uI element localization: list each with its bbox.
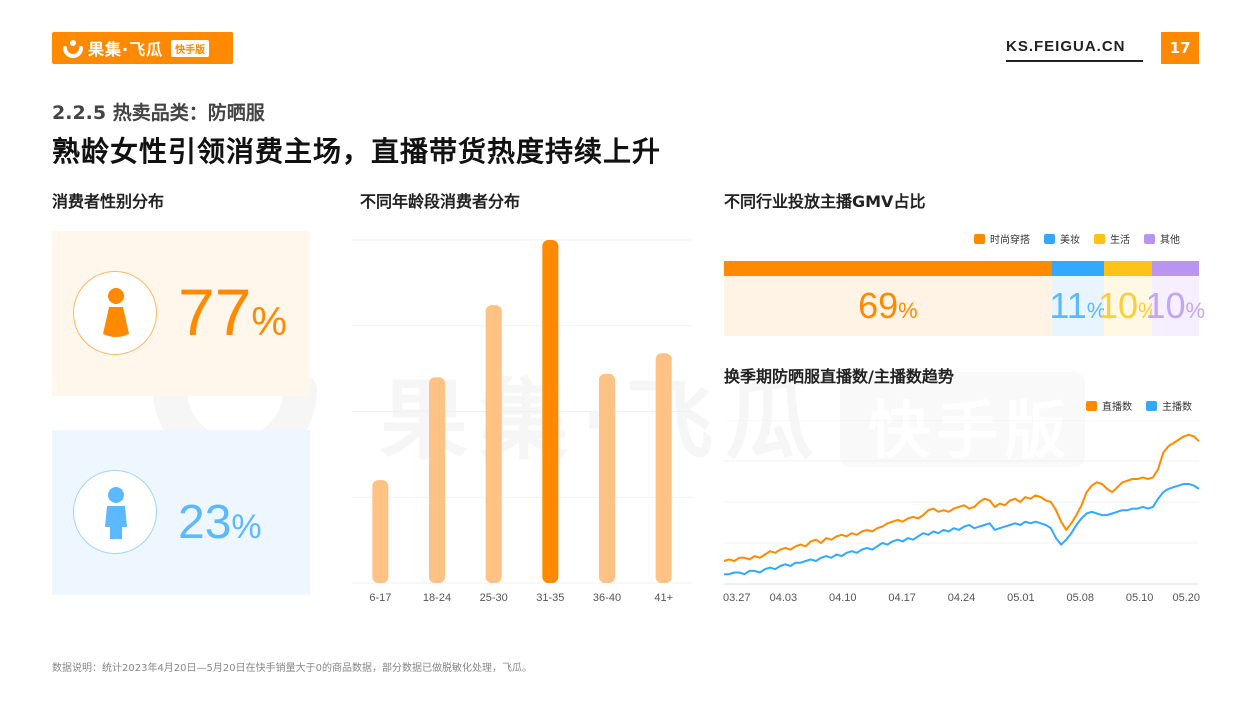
trend-legend-swatch: [1146, 400, 1157, 411]
gmv-legend-label: 美妆: [1060, 235, 1080, 246]
female-icon: [103, 288, 129, 337]
gmv-legend-label: 生活: [1110, 235, 1130, 246]
gmv-legend-item: 时尚穿搭: [974, 231, 1030, 246]
age-tick-label: 18-24: [423, 592, 451, 604]
gmv-segment-beauty: 11%: [1049, 261, 1106, 336]
female-value: 77: [178, 275, 252, 349]
trend-legend-item: 直播数: [1086, 398, 1132, 413]
data-footnote: 数据说明：统计2023年4月20日—5月20日在快手销量大于0的商品数据，部分数…: [52, 663, 532, 674]
brand-tag: 快手版: [171, 39, 210, 57]
brand-logo: 果集·飞瓜 快手版: [52, 32, 233, 64]
male-avatar-circle: [73, 470, 157, 554]
female-avatar-circle: [73, 271, 157, 355]
gmv-legend-label: 时尚穿搭: [990, 235, 1030, 246]
trend-legend: 直播数 主播数: [1086, 398, 1192, 413]
trend-tick-label: 03.27: [723, 592, 751, 604]
male-value: 23: [178, 496, 232, 549]
age-tick-label: 36-40: [593, 592, 621, 604]
gmv-segment-value: 69%: [858, 285, 918, 327]
female-share-card: 77%: [52, 231, 310, 396]
trend-tick-label: 04.17: [888, 592, 916, 604]
gmv-legend-swatch: [974, 233, 985, 244]
male-share-card: 23%: [52, 430, 310, 595]
trend-line-chart: 03.27 04.03 04.10 04.17 04.24 05.01 05.08 05.10…: [723, 420, 1200, 604]
trend-tick-label: 04.10: [829, 592, 857, 604]
gmv-segment-fashion: 69%: [724, 261, 1052, 336]
gmv-value-unit: %: [1185, 298, 1206, 323]
trend-panel-title: 换季期防晒服直播数/主播数趋势: [724, 367, 954, 386]
trend-legend-label: 直播数: [1102, 402, 1132, 413]
age-tick-label: 25-30: [480, 592, 508, 604]
site-url[interactable]: KS.FEIGUA.CN: [1006, 38, 1126, 55]
age-bar-chart: 6-17 18-24 25-30 31-35 36-40 41+: [352, 239, 692, 604]
age-bar: [655, 353, 672, 583]
gmv-value-unit: %: [1086, 298, 1107, 323]
age-bar: [542, 240, 559, 583]
gmv-value-number: 69: [858, 285, 899, 326]
age-tick-label: 41+: [654, 592, 673, 604]
age-bar: [599, 373, 615, 583]
gmv-share-bar: 69% 11% 10% 10%: [724, 261, 1205, 336]
gmv-legend-swatch: [1094, 233, 1105, 244]
section-title: 2.2.5 热卖品类：防晒服: [52, 102, 265, 124]
trend-tick-label: 05.01: [1007, 592, 1035, 604]
age-panel-title: 不同年龄段消费者分布: [360, 192, 521, 211]
gmv-segment-life: 10%: [1098, 261, 1158, 336]
trend-legend-swatch: [1086, 400, 1097, 411]
page-headline: 熟龄女性引领消费主场，直播带货热度持续上升: [52, 135, 662, 168]
female-unit: %: [251, 300, 287, 344]
gmv-segment-strip: [1104, 261, 1152, 276]
gmv-value-number: 11: [1049, 285, 1087, 326]
gmv-legend-item: 生活: [1094, 231, 1130, 246]
trend-series-line: [724, 483, 1200, 576]
brand-name: 果集·飞瓜: [88, 40, 164, 59]
gender-panel-title: 消费者性别分布: [52, 192, 165, 211]
trend-legend-label: 主播数: [1162, 402, 1192, 413]
age-tick-label: 6-17: [369, 592, 391, 604]
gmv-legend-swatch: [1144, 233, 1155, 244]
gmv-legend-item: 其他: [1144, 231, 1180, 246]
gmv-value-number: 10: [1145, 285, 1186, 326]
male-unit: %: [231, 508, 262, 546]
gmv-value-number: 10: [1097, 285, 1138, 326]
trend-tick-label: 05.20: [1172, 592, 1200, 604]
trend-tick-label: 04.24: [948, 592, 976, 604]
trend-legend-item: 主播数: [1146, 398, 1192, 413]
gmv-segment-strip: [1051, 261, 1104, 276]
gmv-legend: 时尚穿搭 美妆 生活 其他: [974, 231, 1180, 246]
gmv-panel-title: 不同行业投放主播GMV占比: [724, 192, 926, 211]
gmv-segment-value: 10%: [1145, 285, 1205, 327]
gmv-segment-strip: [1151, 261, 1199, 276]
logo-mark-icon: [63, 40, 83, 58]
site-url-underline: [1006, 60, 1143, 62]
gmv-segment-value: 11%: [1049, 285, 1106, 327]
page-number: 17: [1161, 32, 1199, 64]
trend-tick-label: 05.08: [1066, 592, 1094, 604]
trend-tick-label: 05.10: [1126, 592, 1154, 604]
age-bar: [485, 305, 502, 583]
gmv-segment-other: 10%: [1145, 261, 1205, 336]
gmv-value-unit: %: [898, 298, 918, 323]
gmv-legend-label: 其他: [1160, 235, 1180, 246]
trend-series-line: [723, 433, 1200, 562]
gmv-legend-item: 美妆: [1044, 231, 1080, 246]
male-icon: [105, 487, 127, 539]
gmv-legend-swatch: [1044, 233, 1055, 244]
trend-tick-label: 04.03: [770, 592, 798, 604]
male-percentage: 23%: [178, 488, 262, 562]
female-percentage: 77%: [178, 277, 287, 357]
gmv-segment-strip: [724, 261, 1052, 276]
age-bar: [429, 377, 445, 583]
age-bar: [372, 480, 389, 583]
age-tick-label: 31-35: [536, 592, 564, 604]
